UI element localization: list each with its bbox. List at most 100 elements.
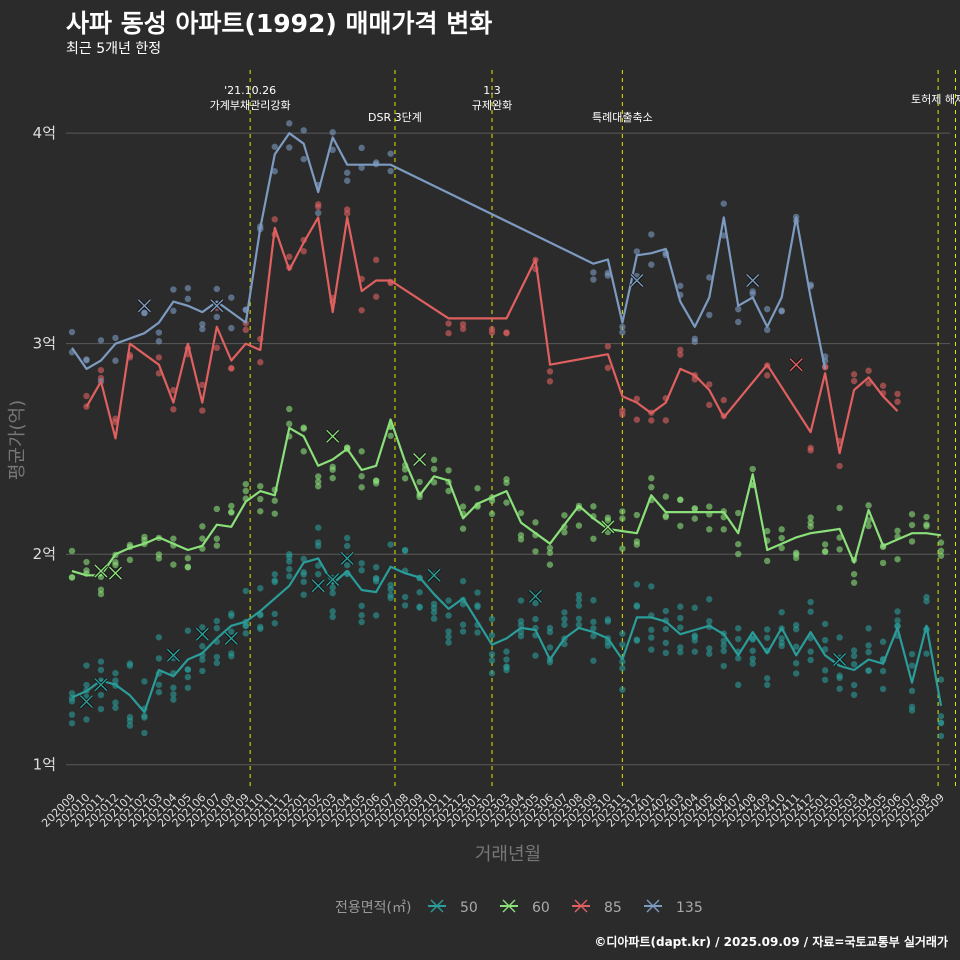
scatter-point <box>199 535 206 542</box>
scatter-point <box>706 596 713 603</box>
y-tick-label: 4억 <box>33 124 56 142</box>
scatter-point <box>300 448 307 455</box>
scatter-point <box>706 617 713 625</box>
scatter-point <box>575 602 583 609</box>
scatter-point <box>532 599 539 607</box>
scatter-point <box>286 253 293 260</box>
scatter-point <box>271 143 278 150</box>
scatter-point <box>677 346 684 354</box>
scatter-point <box>807 648 814 655</box>
scatter-point <box>228 294 235 301</box>
scatter-point <box>112 699 119 706</box>
scatter-point <box>488 510 496 518</box>
event-annotation: DSR 3단계 <box>368 111 422 124</box>
scatter-point <box>213 653 221 661</box>
scatter-point <box>155 681 163 688</box>
scatter-point <box>764 557 771 565</box>
scatter-point <box>923 521 930 528</box>
scatter-point <box>546 644 554 651</box>
scatter-point <box>445 628 452 635</box>
scatter-point <box>807 444 814 452</box>
scatter-point <box>315 539 322 546</box>
event-annotation: 가계부채관리강화 <box>210 99 291 112</box>
scatter-point <box>619 329 626 336</box>
scatter-point <box>199 407 206 414</box>
scatter-point <box>836 462 843 470</box>
scatter-point <box>459 525 467 532</box>
scatter-point <box>633 602 641 609</box>
scatter-point <box>503 479 510 487</box>
scatter-point <box>590 657 597 664</box>
scatter-point <box>850 579 858 586</box>
scatter-point <box>286 405 293 413</box>
scatter-point <box>242 630 249 637</box>
scatter-point <box>155 338 163 345</box>
scatter-point <box>300 248 307 255</box>
scatter-point <box>894 398 901 405</box>
scatter-point <box>807 598 814 606</box>
scatter-point <box>850 371 858 378</box>
scatter-point <box>329 613 336 621</box>
scatter-point <box>590 269 597 276</box>
scatter-point <box>358 560 365 567</box>
x-marker <box>94 678 108 692</box>
scatter-point <box>778 534 785 542</box>
scatter-point <box>242 622 249 629</box>
scatter-point <box>343 169 351 176</box>
series-line-60 <box>71 418 942 577</box>
scatter-point <box>836 504 843 512</box>
scatter-point <box>619 665 626 672</box>
scatter-point <box>778 544 785 552</box>
scatter-point <box>286 553 293 561</box>
scatter-point <box>908 703 916 710</box>
scatter-point <box>430 615 438 622</box>
scatter-point <box>937 552 945 559</box>
scatter-point <box>865 367 872 374</box>
scatter-point <box>677 644 684 651</box>
scatter-point <box>271 168 278 175</box>
scatter-point <box>97 658 105 665</box>
scatter-point <box>488 651 496 658</box>
x-marker <box>326 429 340 443</box>
scatter-point <box>561 609 568 616</box>
scatter-point <box>199 381 206 389</box>
scatter-point <box>112 677 119 684</box>
scatter-point <box>546 368 554 375</box>
scatter-point <box>329 589 336 597</box>
scatter-point <box>590 535 597 542</box>
scatter-point <box>358 612 365 619</box>
scatter-point <box>503 666 510 674</box>
scatter-point <box>691 505 698 512</box>
scatter-point <box>184 564 192 571</box>
scatter-point <box>257 625 264 632</box>
scatter-point <box>242 480 249 488</box>
scatter-point <box>387 585 394 593</box>
scatter-point <box>83 558 90 566</box>
x-marker <box>94 564 108 578</box>
scatter-point <box>720 637 727 645</box>
scatter-point <box>821 676 829 684</box>
scatter-point <box>807 608 814 615</box>
scatter-point <box>648 261 655 268</box>
scatter-point <box>329 466 336 473</box>
scatter-point <box>170 684 177 691</box>
scatter-point <box>604 616 612 623</box>
scatter-point <box>662 649 670 657</box>
scatter-point <box>532 615 539 623</box>
scatter-point <box>865 648 872 656</box>
scatter-point <box>633 395 641 403</box>
scatter-point <box>257 585 264 592</box>
scatter-point <box>619 686 626 693</box>
scatter-point <box>387 541 394 548</box>
event-annotation: 특례대출축소 <box>592 111 653 124</box>
scatter-point <box>184 666 192 673</box>
scatter-point <box>706 311 713 319</box>
scatter-point <box>923 650 930 657</box>
scatter-point <box>257 482 264 490</box>
scatter-point <box>604 514 612 521</box>
scatter-point <box>430 609 438 616</box>
scatter-point <box>792 554 800 562</box>
scatter-point <box>561 512 568 519</box>
scatter-point <box>879 667 887 675</box>
